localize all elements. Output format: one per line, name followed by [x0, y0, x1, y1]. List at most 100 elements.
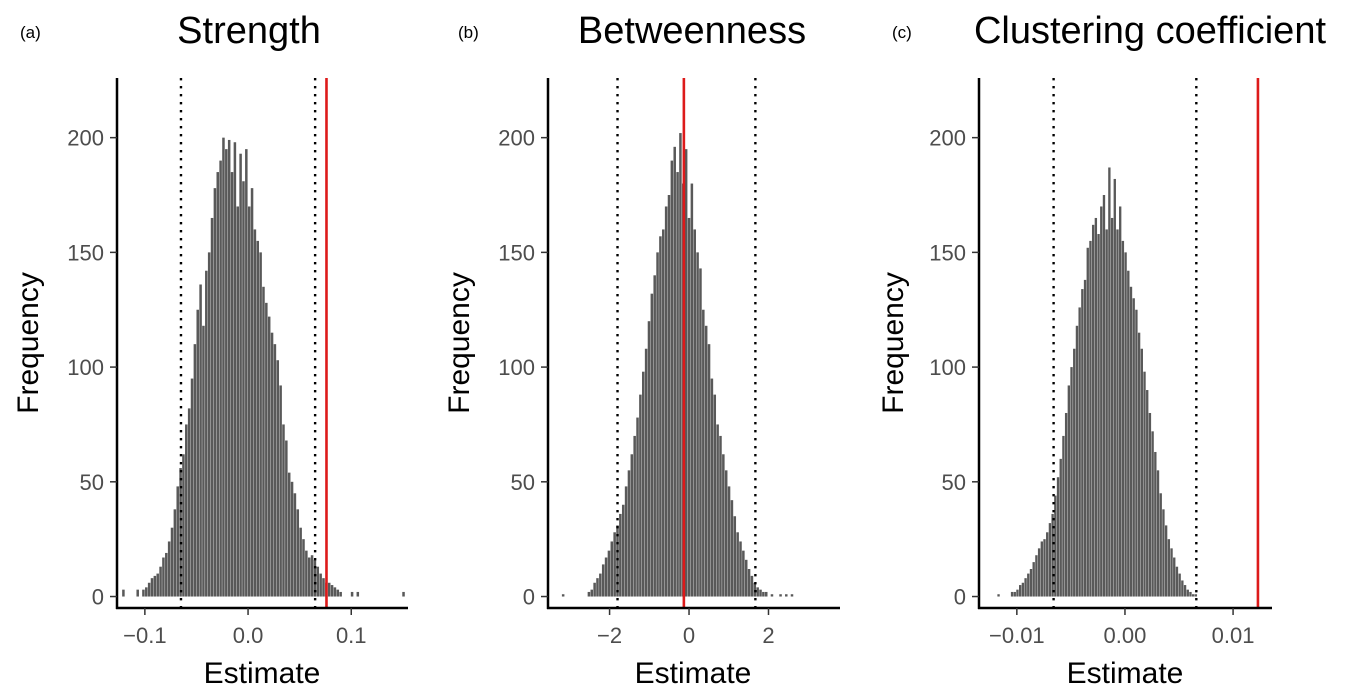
histogram-bar — [753, 582, 757, 597]
histogram-bar — [1097, 234, 1100, 597]
histogram-bar — [561, 594, 565, 597]
histogram-bar — [1089, 240, 1092, 597]
histogram-bar — [756, 587, 759, 597]
histogram-bar — [199, 284, 202, 597]
histogram-bar — [276, 360, 280, 597]
histogram-bar — [1156, 470, 1160, 597]
histogram-bar — [1010, 591, 1014, 597]
panel-title: Strength — [177, 10, 321, 52]
histogram-bar — [239, 153, 242, 597]
x-tick-label: 0.0 — [233, 623, 264, 648]
histogram-bar — [302, 539, 305, 597]
histogram-bar — [733, 516, 737, 597]
histogram-bar — [1094, 217, 1098, 597]
histogram-bar — [1113, 178, 1116, 597]
histogram-bar — [679, 133, 682, 597]
histogram-bar — [1067, 385, 1071, 597]
histogram-bar — [1105, 229, 1108, 597]
panel-label: (a) — [20, 23, 41, 42]
histogram-bar — [744, 559, 748, 597]
histogram-bar — [1059, 458, 1062, 597]
histogram-bar — [1075, 325, 1079, 597]
y-tick-label: 100 — [929, 355, 966, 380]
histogram-bar — [1162, 509, 1165, 597]
histogram-bar — [1078, 307, 1081, 597]
x-tick-label: 0.00 — [1104, 623, 1147, 648]
x-tick-label: −2 — [597, 623, 622, 648]
histogram-bar — [713, 394, 717, 597]
y-tick-label: 50 — [80, 470, 104, 495]
histogram-bar — [1135, 309, 1138, 597]
histogram-bar — [167, 541, 171, 597]
histogram-bar — [627, 470, 631, 597]
histogram-bar — [1151, 431, 1154, 597]
histogram-bar — [667, 195, 671, 597]
histogram-bar — [610, 541, 614, 597]
histogram-bar — [719, 435, 722, 597]
histogram-bar — [150, 578, 154, 597]
histogram-bar — [1100, 206, 1103, 597]
histogram-bar — [1146, 390, 1149, 597]
histogram-bar — [690, 183, 694, 597]
histogram-bar — [687, 217, 691, 597]
histogram-bar — [153, 575, 157, 597]
histogram-bar — [339, 591, 342, 597]
histogram-bar — [1191, 594, 1195, 597]
histogram-bar — [770, 594, 774, 597]
histogram-bar — [1013, 591, 1016, 597]
x-axis-title: Estimate — [1067, 657, 1184, 690]
histogram-bar — [256, 240, 260, 597]
y-axis-title: Frequency — [877, 272, 910, 414]
histogram-bar — [664, 206, 668, 597]
histogram-bar — [1119, 206, 1122, 597]
histogram-bar — [662, 229, 665, 597]
histogram-bar — [790, 594, 794, 597]
histogram-bar — [1175, 566, 1179, 597]
histogram-bar — [1046, 532, 1049, 597]
histogram-bar — [762, 591, 765, 597]
panel-title: Clustering coefficient — [974, 10, 1326, 52]
histogram-bar — [170, 527, 174, 597]
histogram-bar — [1137, 332, 1141, 597]
histogram-bar — [202, 325, 205, 597]
histogram-bar — [1102, 195, 1106, 597]
histogram-bar — [750, 575, 754, 597]
histogram-bar — [233, 142, 237, 597]
histogram-bar — [1073, 348, 1076, 597]
histogram-bar — [1064, 412, 1068, 597]
histogram-bar — [696, 252, 699, 597]
histogram-bar — [642, 371, 645, 597]
histogram-bar — [1127, 270, 1130, 597]
histogram-bar — [319, 573, 322, 597]
histogram-bar — [259, 252, 262, 597]
histogram-bar — [1159, 493, 1162, 597]
histogram-bar — [1189, 591, 1192, 597]
histogram-bar — [327, 582, 331, 597]
histogram-bar — [336, 589, 340, 597]
histogram-bar — [1021, 582, 1025, 597]
histogram-bar — [710, 378, 714, 597]
panel-betweenness: (b) Betweenness Estimate Frequency 0 50 10… — [443, 10, 840, 690]
x-tick-label: 0 — [683, 623, 695, 648]
histogram-bar — [210, 217, 214, 597]
histogram-bar — [1129, 286, 1133, 597]
histogram-bar — [587, 591, 591, 597]
histogram-bar — [173, 509, 177, 597]
histogram-bar — [162, 557, 165, 597]
x-tick-label: 0.1 — [336, 623, 367, 648]
histogram-bar — [219, 160, 222, 597]
histogram-bar — [656, 252, 659, 597]
histogram-bar — [590, 589, 594, 597]
histogram-bar — [185, 424, 188, 597]
histogram-bar — [747, 569, 751, 597]
histogram-bar — [1173, 557, 1176, 597]
y-tick-label: 50 — [942, 470, 966, 495]
y-tick-label: 200 — [67, 126, 104, 151]
histogram-bar — [1019, 585, 1022, 597]
histogram-bar — [165, 552, 168, 597]
y-axis-title: Frequency — [443, 272, 476, 414]
histogram-bar — [179, 468, 182, 597]
histogram-bar — [633, 435, 636, 597]
histogram-bar — [1170, 548, 1173, 597]
histogram-bar — [764, 591, 768, 597]
